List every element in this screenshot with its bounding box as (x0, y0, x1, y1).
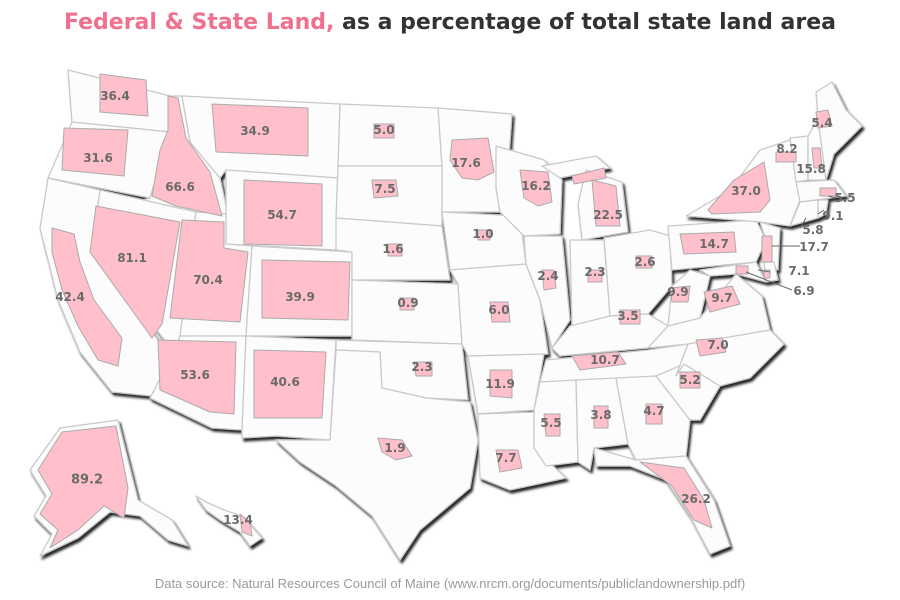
state-oh (603, 229, 673, 317)
label-fl: 26.2 (681, 492, 711, 506)
label-de: 7.1 (788, 264, 809, 278)
label-ct: 5.8 (802, 223, 823, 237)
label-ky: 3.5 (617, 309, 638, 323)
label-id: 66.6 (165, 180, 195, 194)
land-areas (37, 73, 837, 549)
label-co: 39.9 (285, 290, 315, 304)
label-ks: 0.9 (397, 296, 418, 310)
label-wi: 16.2 (521, 179, 551, 193)
label-ak: 89.2 (71, 473, 103, 488)
label-tn: 10.7 (590, 353, 620, 367)
label-hi: 13.4 (223, 513, 253, 527)
label-il: 2.4 (537, 269, 558, 283)
data-source: Data source: Natural Resources Council o… (154, 576, 746, 591)
state-ks (351, 279, 463, 345)
label-ca: 42.4 (55, 290, 85, 304)
label-va: 9.7 (711, 291, 732, 305)
value-labels: 36.4 31.6 42.4 66.6 81.1 34.9 54.7 70.4 … (55, 89, 855, 527)
label-nm: 40.6 (270, 375, 300, 389)
label-sc: 5.2 (679, 373, 700, 387)
label-vt: 8.2 (776, 142, 797, 156)
label-az: 53.6 (180, 368, 210, 382)
map-title: Federal & State Land, as a percentage of… (0, 10, 900, 35)
label-ny: 37.0 (731, 184, 761, 198)
label-ga: 4.7 (643, 404, 664, 418)
label-ia: 1.0 (472, 227, 493, 241)
label-pa: 14.7 (699, 237, 729, 251)
label-ar: 11.9 (485, 377, 515, 391)
label-nc: 7.0 (707, 338, 728, 352)
state-ri (817, 199, 829, 219)
label-mi: 22.5 (593, 208, 623, 222)
title-highlight: Federal & State Land, (63, 10, 335, 35)
state-in (569, 239, 611, 327)
label-nd: 5.0 (373, 123, 394, 137)
label-mt: 34.9 (240, 124, 270, 138)
title-rest: as a percentage of total state land area (334, 10, 836, 35)
state-me (815, 81, 863, 181)
label-ms: 5.5 (540, 416, 561, 430)
label-ne: 1.6 (382, 242, 403, 256)
label-mo: 6.0 (488, 303, 509, 317)
label-wv: 9.9 (667, 285, 688, 299)
leader-lines (745, 195, 837, 291)
label-oh: 2.6 (634, 255, 655, 269)
state-tx (275, 349, 479, 561)
label-ut: 70.4 (193, 273, 223, 287)
label-me: 5.4 (811, 116, 832, 130)
label-tx: 1.9 (384, 441, 405, 455)
label-or: 31.6 (83, 151, 113, 165)
state-fl (593, 447, 731, 555)
label-ri: 9.1 (822, 209, 843, 223)
label-mn: 17.6 (451, 156, 481, 170)
label-wy: 54.7 (267, 208, 297, 222)
label-md: 6.9 (793, 284, 814, 298)
label-la: 7.7 (495, 451, 516, 465)
label-ok: 2.3 (411, 360, 432, 374)
label-sd: 7.5 (374, 182, 395, 196)
label-ma: 5.5 (834, 191, 855, 205)
label-nh: 15.8 (796, 162, 826, 176)
label-in: 2.3 (584, 265, 605, 279)
label-wa: 36.4 (100, 89, 130, 103)
label-al: 3.8 (590, 408, 611, 422)
label-nv: 81.1 (117, 251, 147, 265)
label-nj: 17.7 (799, 240, 829, 254)
